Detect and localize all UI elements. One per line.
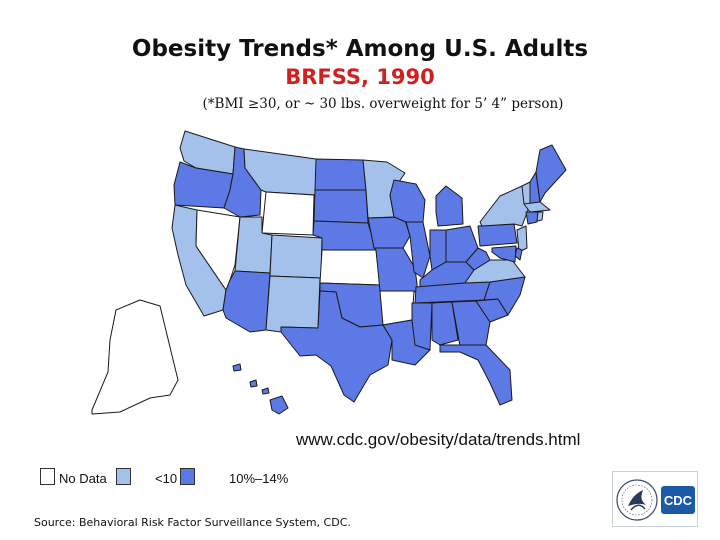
state-mo [373, 247, 419, 293]
legend-swatch-10-14 [180, 468, 195, 485]
state-ga [451, 300, 491, 347]
cdc-logo: CDC [612, 471, 698, 527]
map-subtitle: BRFSS, 1990 [285, 65, 435, 89]
source-url[interactable]: www.cdc.gov/obesity/data/trends.html [296, 430, 581, 449]
state-me [535, 144, 567, 203]
state-wi [389, 179, 426, 223]
state-nd [314, 158, 367, 191]
state-ak [91, 299, 179, 415]
state-nj [516, 225, 528, 253]
state-ne [312, 220, 377, 251]
state-vt [521, 181, 531, 205]
state-ct [525, 211, 539, 225]
legend-swatch-no-data [40, 468, 55, 485]
state-co [269, 234, 323, 279]
legend-swatch-lt10 [116, 468, 131, 485]
state-fl [439, 344, 513, 406]
state-sd [313, 189, 369, 224]
state-ms [411, 302, 433, 351]
state-tx [280, 290, 393, 403]
legend-label-lt10: <10 [155, 471, 178, 486]
state-md [491, 245, 517, 263]
map-title: Obesity Trends* Among U.S. Adults [131, 36, 589, 62]
states-layer [91, 130, 567, 415]
legend-label-10-14: 10%–14% [229, 471, 289, 486]
state-ri [536, 211, 544, 222]
us-choropleth-map [91, 130, 567, 415]
state-wv [465, 247, 491, 271]
state-pa [477, 223, 518, 247]
state-ma [523, 201, 551, 213]
state-az [222, 270, 271, 333]
bmi-note: (*BMI ≥30, or ~ 30 lbs. overweight for 5… [202, 96, 564, 112]
cdc-logo-text: CDC [664, 493, 693, 508]
state-nm [265, 275, 321, 333]
legend-label-no-data: No Data [59, 471, 107, 486]
source-credit: Source: Behavioral Risk Factor Surveilla… [34, 516, 351, 529]
state-ar [379, 290, 415, 326]
state-mi [435, 185, 464, 227]
state-ny [479, 185, 529, 227]
state-al [431, 301, 459, 346]
state-wy [261, 191, 315, 236]
state-hi [232, 363, 289, 415]
hhs-eagle-icon: CDC [616, 479, 695, 521]
state-ks [319, 249, 381, 286]
state-ia [367, 216, 411, 249]
